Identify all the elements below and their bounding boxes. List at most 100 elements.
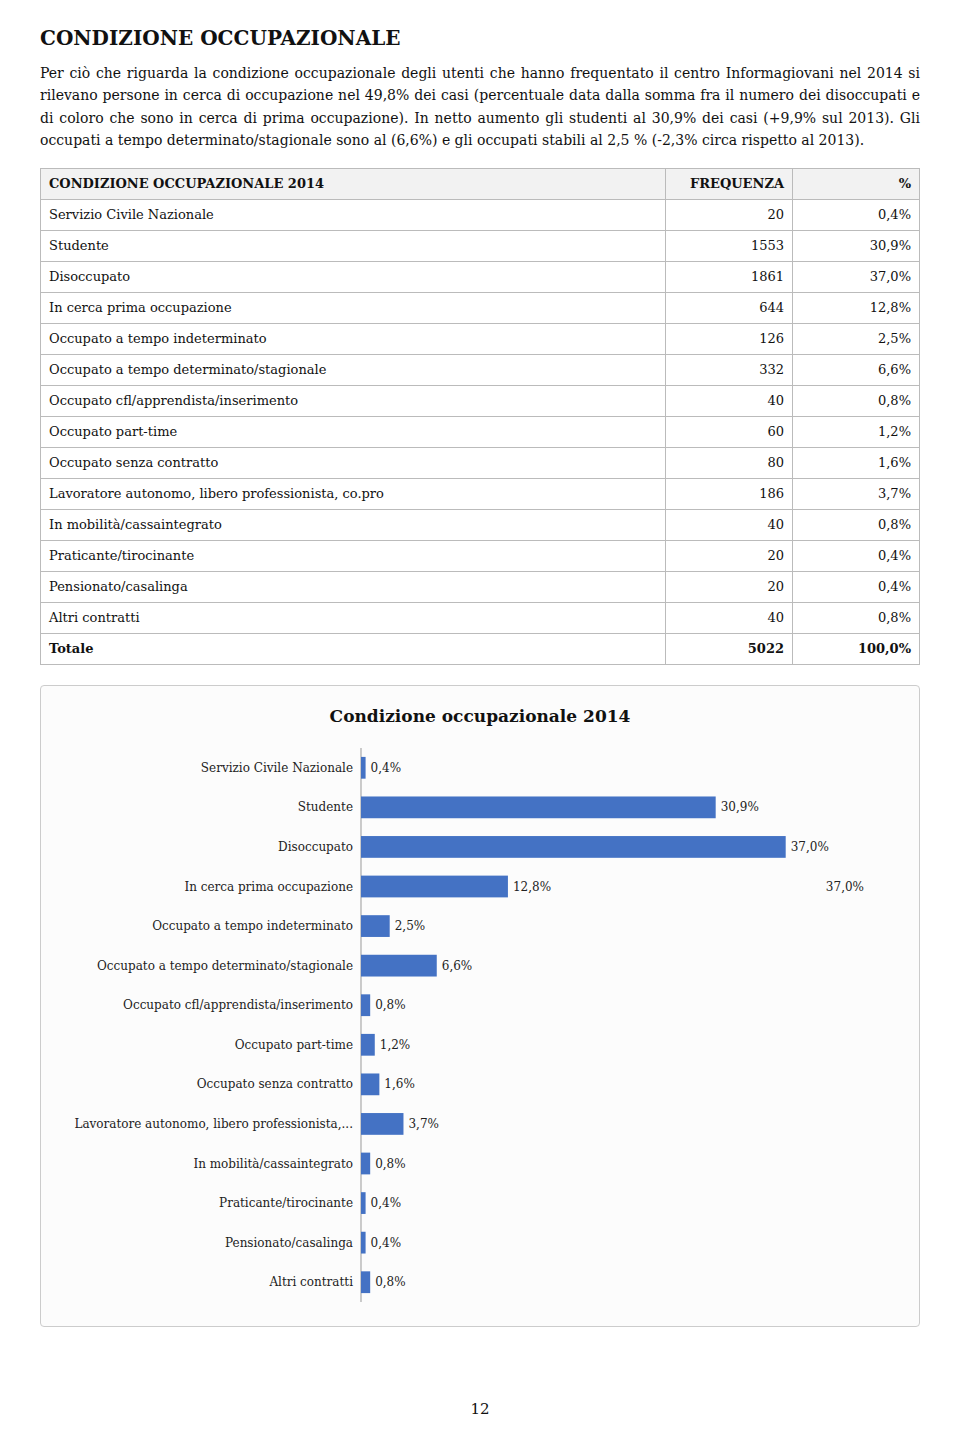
category-label: Occupato a tempo determinato/stagionale [97, 958, 353, 972]
category-label: Praticante/tirocinante [219, 1196, 353, 1210]
data-label: 0,4% [371, 760, 402, 774]
table-cell: 40 [666, 509, 793, 540]
table-row: Servizio Civile Nazionale200,4% [41, 199, 920, 230]
table-cell: 20 [666, 571, 793, 602]
bar [361, 994, 370, 1016]
table-cell: 100,0% [793, 633, 920, 664]
table-row: Studente155330,9% [41, 230, 920, 261]
data-label: 1,2% [380, 1037, 411, 1051]
paragraph: Per ciò che riguarda la condizione occup… [40, 62, 920, 152]
bar [361, 1192, 366, 1214]
bar [361, 1113, 403, 1135]
table-cell: 186 [666, 478, 793, 509]
bar [361, 1033, 375, 1055]
table-cell: 1,2% [793, 416, 920, 447]
table-row: Occupato a tempo determinato/stagionale3… [41, 354, 920, 385]
table-cell: 1553 [666, 230, 793, 261]
table-cell: 40 [666, 602, 793, 633]
bar [361, 796, 716, 818]
y-axis-line [361, 748, 362, 1302]
bars [361, 756, 786, 1292]
data-label: 0,4% [371, 1235, 402, 1249]
table-row: Totale5022100,0% [41, 633, 920, 664]
page-title: CONDIZIONE OCCUPAZIONALE [40, 26, 920, 50]
category-label: In cerca prima occupazione [184, 879, 353, 893]
data-label: 30,9% [721, 800, 759, 814]
table-cell: 0,8% [793, 602, 920, 633]
category-label: Occupato part-time [235, 1037, 353, 1051]
data-label: 0,8% [375, 1156, 406, 1170]
table-cell: In cerca prima occupazione [41, 292, 666, 323]
table-cell: 6,6% [793, 354, 920, 385]
category-label: Altri contratti [268, 1275, 353, 1289]
data-label: 1,6% [384, 1077, 415, 1091]
bar [361, 1073, 379, 1095]
table-cell: 5022 [666, 633, 793, 664]
data-label: 0,4% [371, 1196, 402, 1210]
table-row: Disoccupato186137,0% [41, 261, 920, 292]
category-label: Occupato a tempo indeterminato [152, 919, 353, 933]
table-cell: 37,0% [793, 261, 920, 292]
table-cell: Occupato senza contratto [41, 447, 666, 478]
bar [361, 915, 390, 937]
table-cell: 0,8% [793, 509, 920, 540]
table-cell: Occupato a tempo determinato/stagionale [41, 354, 666, 385]
category-label: Disoccupato [278, 839, 353, 853]
category-label: Occupato cfl/apprendista/inserimento [123, 998, 353, 1012]
table-cell: 20 [666, 540, 793, 571]
table-cell: 1861 [666, 261, 793, 292]
table-head: CONDIZIONE OCCUPAZIONALE 2014FREQUENZA% [41, 168, 920, 199]
table-row: Lavoratore autonomo, libero professionis… [41, 478, 920, 509]
category-label: In mobilità/cassaintegrato [193, 1156, 353, 1170]
table-cell: 126 [666, 323, 793, 354]
table-cell: Servizio Civile Nazionale [41, 199, 666, 230]
annotation: 37,0% [826, 879, 864, 893]
table-cell: 20 [666, 199, 793, 230]
category-label: Occupato senza contratto [197, 1077, 353, 1091]
table-cell: Altri contratti [41, 602, 666, 633]
table-cell: 3,7% [793, 478, 920, 509]
table-cell: 12,8% [793, 292, 920, 323]
table-header-cell: % [793, 168, 920, 199]
table-cell: 60 [666, 416, 793, 447]
chart-box: Condizione occupazionale 2014Altri contr… [40, 685, 920, 1327]
table-cell: Pensionato/casalinga [41, 571, 666, 602]
table-row: Occupato senza contratto801,6% [41, 447, 920, 478]
data-label: 2,5% [395, 919, 426, 933]
table-cell: 1,6% [793, 447, 920, 478]
data-label: 0,8% [375, 998, 406, 1012]
table-cell: Occupato part-time [41, 416, 666, 447]
chart: Condizione occupazionale 2014Altri contr… [41, 686, 919, 1326]
bar [361, 1231, 366, 1253]
data-label: 12,8% [513, 879, 551, 893]
table-cell: 80 [666, 447, 793, 478]
table-cell: Occupato a tempo indeterminato [41, 323, 666, 354]
table-cell: 0,4% [793, 571, 920, 602]
table-cell: 0,4% [793, 199, 920, 230]
table-row: Altri contratti400,8% [41, 602, 920, 633]
data-label: 37,0% [791, 839, 829, 853]
table-cell: 644 [666, 292, 793, 323]
bar [361, 1271, 370, 1293]
table-cell: 30,9% [793, 230, 920, 261]
category-label: Pensionato/casalinga [225, 1235, 353, 1249]
bar [361, 756, 366, 778]
table-row: Pensionato/casalinga200,4% [41, 571, 920, 602]
table-cell: Disoccupato [41, 261, 666, 292]
table-cell: Studente [41, 230, 666, 261]
bar [361, 875, 508, 897]
table-row: Occupato cfl/apprendista/inserimento400,… [41, 385, 920, 416]
category-label: Lavoratore autonomo, libero professionis… [74, 1116, 353, 1130]
table-row: Occupato a tempo indeterminato1262,5% [41, 323, 920, 354]
table-cell: Lavoratore autonomo, libero professionis… [41, 478, 666, 509]
bar [361, 836, 786, 858]
data-table: CONDIZIONE OCCUPAZIONALE 2014FREQUENZA%S… [40, 168, 920, 665]
table-header-cell: CONDIZIONE OCCUPAZIONALE 2014 [41, 168, 666, 199]
table-cell: 332 [666, 354, 793, 385]
table-cell: 0,4% [793, 540, 920, 571]
table-row: Praticante/tirocinante200,4% [41, 540, 920, 571]
labels: Altri contratti 0,8% Pensionato/casalinga 0… [74, 760, 864, 1288]
table-header-row: CONDIZIONE OCCUPAZIONALE 2014FREQUENZA% [41, 168, 920, 199]
table-header-cell: FREQUENZA [666, 168, 793, 199]
category-label: Studente [298, 800, 353, 814]
